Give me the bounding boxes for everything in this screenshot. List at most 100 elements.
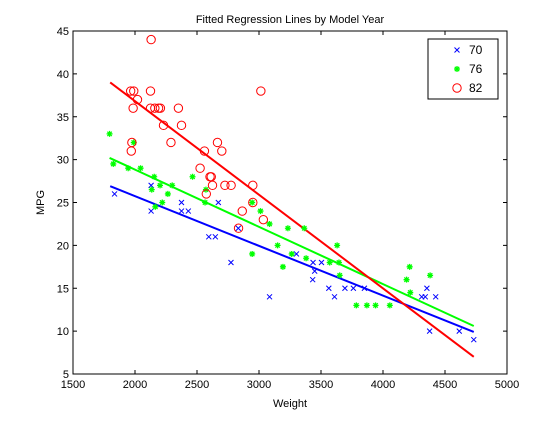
y-tick-label: 20 bbox=[57, 240, 69, 252]
y-tick-label: 15 bbox=[57, 283, 69, 295]
x-tick-label: 5000 bbox=[495, 379, 519, 391]
data-point bbox=[220, 180, 230, 191]
legend-marker bbox=[454, 66, 460, 72]
data-point bbox=[407, 289, 414, 296]
y-tick-label: 5 bbox=[63, 369, 69, 381]
data-point bbox=[266, 220, 273, 227]
x-tick-label: 3500 bbox=[309, 379, 333, 391]
x-tick-label: 1500 bbox=[61, 379, 85, 391]
data-point bbox=[111, 191, 118, 197]
data-point bbox=[146, 34, 156, 45]
data-point bbox=[166, 137, 176, 148]
data-point bbox=[456, 328, 463, 334]
data-point bbox=[201, 189, 212, 199]
data-point bbox=[422, 293, 429, 300]
data-point bbox=[301, 225, 308, 232]
data-point bbox=[202, 199, 209, 206]
data-point bbox=[178, 199, 185, 206]
data-point bbox=[205, 233, 212, 240]
data-point bbox=[128, 103, 138, 113]
data-point bbox=[335, 259, 342, 266]
data-point bbox=[318, 259, 325, 266]
data-point bbox=[228, 259, 234, 266]
data-point bbox=[125, 165, 132, 172]
x-tick-label: 2500 bbox=[185, 379, 209, 391]
data-point bbox=[470, 336, 477, 343]
data-point bbox=[257, 208, 264, 215]
data-point bbox=[266, 293, 273, 300]
x-tick-label: 4500 bbox=[433, 379, 457, 391]
data-point bbox=[189, 173, 196, 180]
data-point bbox=[331, 293, 338, 300]
x-axis-label: Weight bbox=[273, 398, 307, 410]
data-point bbox=[406, 263, 413, 270]
legend-marker bbox=[452, 83, 462, 93]
data-point bbox=[155, 103, 166, 113]
data-point bbox=[173, 103, 184, 113]
data-point bbox=[217, 146, 227, 156]
legend-entry-76: 76 bbox=[454, 62, 483, 76]
y-tick-label: 40 bbox=[57, 69, 69, 81]
data-point bbox=[212, 233, 219, 240]
data-point bbox=[152, 203, 159, 210]
x-tick-label: 4000 bbox=[371, 379, 395, 391]
data-point bbox=[311, 268, 318, 274]
data-point bbox=[326, 259, 333, 266]
data-point bbox=[151, 173, 158, 180]
data-point bbox=[195, 163, 205, 173]
data-point bbox=[249, 250, 256, 257]
series-76 bbox=[106, 130, 434, 309]
data-point bbox=[310, 259, 316, 266]
y-tick-label: 30 bbox=[57, 155, 69, 167]
data-point bbox=[288, 250, 295, 257]
data-point bbox=[350, 285, 357, 292]
data-point bbox=[127, 137, 137, 148]
data-points bbox=[106, 34, 477, 343]
y-tick-label: 10 bbox=[57, 326, 69, 338]
data-point bbox=[361, 285, 368, 292]
data-point bbox=[233, 223, 244, 233]
data-point bbox=[106, 130, 113, 137]
legend-marker bbox=[454, 47, 460, 53]
data-point bbox=[148, 186, 155, 193]
data-point bbox=[235, 225, 242, 232]
data-point bbox=[215, 199, 222, 206]
data-point bbox=[199, 146, 210, 156]
data-point bbox=[256, 86, 266, 96]
data-point bbox=[158, 120, 169, 131]
axis-ticks: 1500 2000 2500 3000 3500 4000 4500 5000 5 10 15 20 2… bbox=[57, 26, 519, 391]
y-tick-label: 45 bbox=[57, 26, 69, 38]
legend-label: 82 bbox=[469, 81, 483, 95]
fit-line-70 bbox=[109, 185, 475, 333]
data-point bbox=[226, 180, 236, 191]
chart-title: Fitted Regression Lines by Model Year bbox=[196, 14, 385, 26]
legend-entry-70: 70 bbox=[454, 43, 483, 57]
series-82 bbox=[125, 34, 269, 233]
data-point bbox=[212, 137, 223, 148]
data-point bbox=[249, 199, 256, 206]
data-point bbox=[274, 242, 281, 249]
data-point bbox=[145, 86, 156, 96]
data-point bbox=[426, 328, 433, 334]
data-point bbox=[325, 285, 332, 292]
data-point bbox=[125, 86, 136, 96]
y-axis-label: MPG bbox=[35, 190, 47, 215]
data-point bbox=[309, 276, 316, 283]
data-point bbox=[403, 276, 410, 283]
data-point bbox=[372, 302, 379, 309]
series-70 bbox=[111, 182, 477, 343]
data-point bbox=[148, 182, 154, 189]
data-point bbox=[386, 302, 393, 309]
data-point bbox=[303, 255, 310, 262]
data-point bbox=[169, 182, 176, 189]
data-point bbox=[284, 225, 291, 232]
y-tick-label: 35 bbox=[57, 112, 69, 124]
y-tick-label: 25 bbox=[57, 198, 69, 210]
data-point bbox=[248, 180, 258, 191]
data-point bbox=[237, 206, 247, 216]
data-point bbox=[207, 180, 218, 191]
data-point bbox=[185, 208, 192, 214]
legend-label: 70 bbox=[469, 43, 483, 57]
data-point bbox=[248, 197, 258, 208]
